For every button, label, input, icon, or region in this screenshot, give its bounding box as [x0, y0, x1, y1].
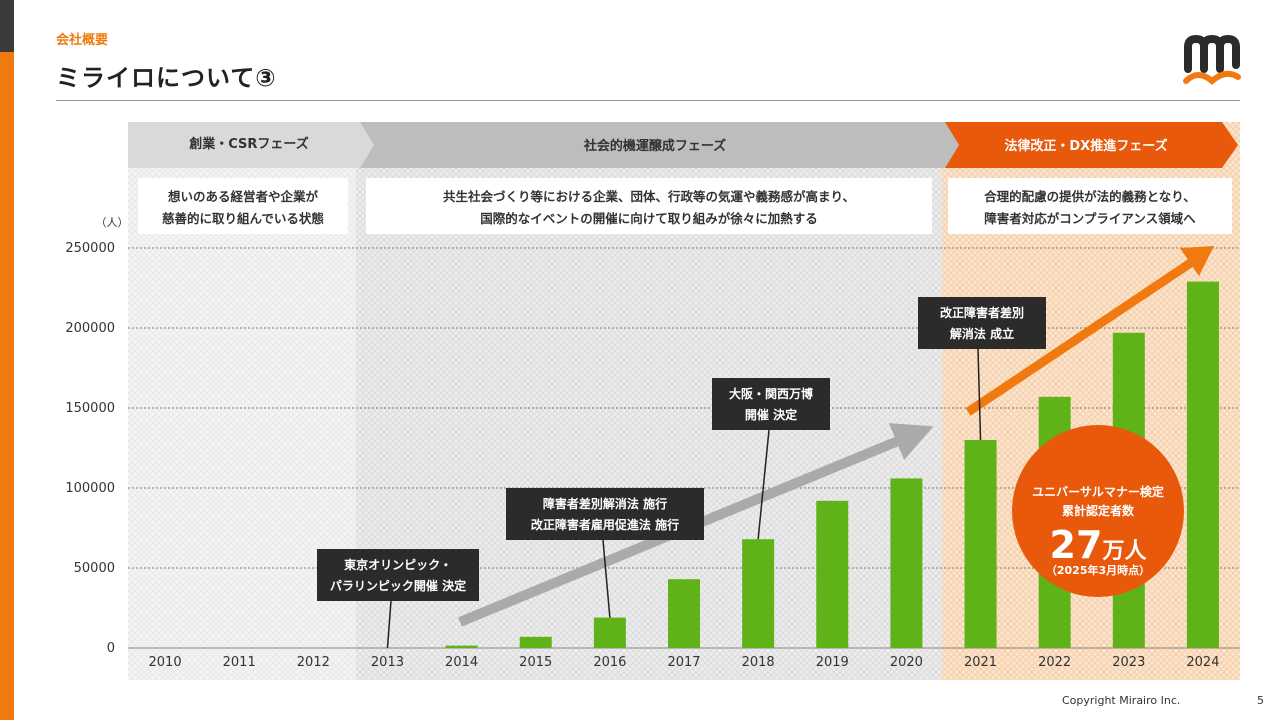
annotation-leader-line	[386, 600, 392, 649]
callout-big-unit: 万人	[1101, 539, 1146, 564]
callout-circle	[1012, 425, 1184, 597]
annotation-leader-line	[977, 348, 982, 441]
x-tick-label: 2013	[371, 655, 404, 670]
y-tick-label: 0	[107, 641, 115, 656]
x-tick-label: 2018	[742, 655, 775, 670]
annotation-text: 開催 決定	[745, 407, 797, 422]
footer-copyright: Copyright Mirairo Inc.	[1062, 694, 1181, 707]
callout-line2: 累計認定者数	[1062, 503, 1135, 518]
x-tick-label: 2024	[1186, 655, 1219, 670]
bar-2016	[593, 617, 626, 648]
bar-2015	[519, 636, 552, 648]
x-tick-label: 2022	[1038, 655, 1071, 670]
annotation-text: 東京オリンピック・	[344, 557, 452, 572]
phase3-header	[945, 122, 1238, 168]
annotation-box	[712, 378, 830, 430]
phase3-description-line1: 合理的配慮の提供が法的義務となり、	[984, 189, 1196, 204]
callout-big-number: 27	[1050, 523, 1103, 567]
x-tick-label: 2020	[890, 655, 923, 670]
y-unit-label: （人）	[96, 216, 129, 229]
page-title: ミライロについて③	[56, 64, 277, 92]
callout-number: 27万人	[1050, 523, 1147, 567]
bar-2020	[890, 478, 923, 648]
phase1-label: 創業・CSRフェーズ	[188, 136, 309, 152]
callout-line1: ユニバーサルマナー検定	[1032, 484, 1164, 499]
bar-2014	[445, 645, 478, 648]
bar-2018	[742, 539, 775, 648]
sidebar-accent-bar	[0, 0, 14, 720]
annotation-text: 改正障害者差別	[940, 305, 1024, 320]
x-tick-label: 2011	[223, 655, 256, 670]
section-label: 会社概要	[56, 33, 109, 48]
annotation-text: パラリンピック開催 決定	[330, 578, 466, 593]
x-tick-label: 2016	[593, 655, 626, 670]
sidebar-dark-block	[0, 0, 14, 52]
annotation-text: 解消法 成立	[950, 326, 1014, 341]
phase2-description-line2: 国際的なイベントの開催に向けて取り組みが徐々に加熱する	[480, 211, 818, 226]
trend-arrow-orange	[965, 258, 1195, 416]
phase2-header	[360, 122, 959, 168]
x-tick-label: 2019	[816, 655, 849, 670]
bar-2021	[964, 440, 997, 648]
x-tick-label: 2023	[1112, 655, 1145, 670]
annotation-text: 改正障害者雇用促進法 施行	[531, 517, 679, 532]
bar-2024	[1186, 281, 1219, 648]
title-divider	[56, 100, 1240, 101]
footer-page-number: 5	[1257, 694, 1264, 707]
y-tick-label: 100000	[65, 481, 115, 496]
phase3-description-box	[948, 178, 1232, 234]
annotation-text: 大阪・関西万博	[729, 386, 813, 401]
bar-2017	[668, 579, 700, 648]
callout-note: （2025年3月時点）	[1046, 563, 1150, 577]
phase1-description-box	[138, 178, 348, 234]
annotation-leader-line	[602, 539, 611, 618]
x-tick-label: 2014	[445, 655, 478, 670]
mirairo-logo	[1183, 34, 1241, 85]
x-tick-label: 2017	[667, 655, 700, 670]
y-tick-label: 50000	[74, 561, 115, 576]
y-tick-label: 200000	[65, 321, 115, 336]
trend-arrow-orange-head	[1180, 246, 1214, 276]
phase2-description-line1: 共生社会づくり等における企業、団体、行政等の気運や義務感が高まり、	[443, 189, 855, 204]
annotation-box	[317, 549, 479, 601]
phase3-description-line2: 障害者対応がコンプライアンス領域へ	[984, 211, 1196, 226]
y-tick-label: 250000	[65, 241, 115, 256]
annotation-leader-line	[757, 429, 770, 540]
phase3-label: 法律改正・DX推進フェーズ	[1004, 138, 1167, 154]
phase2-description-box	[366, 178, 932, 234]
x-tick-label: 2015	[519, 655, 552, 670]
phase2-label: 社会的機運醸成フェーズ	[583, 138, 726, 154]
y-tick-label: 150000	[65, 401, 115, 416]
annotation-box	[506, 488, 704, 540]
phase1-description-line1: 想いのある経営者や企業が	[167, 189, 319, 204]
phase1-header	[128, 122, 374, 168]
phase1-description-line2: 慈善的に取り組んでいる状態	[162, 211, 324, 226]
annotation-text: 障害者差別解消法 施行	[543, 496, 667, 511]
annotation-box	[918, 297, 1046, 349]
x-tick-label: 2012	[297, 655, 330, 670]
x-tick-label: 2021	[964, 655, 997, 670]
x-tick-label: 2010	[149, 655, 182, 670]
bar-2019	[816, 500, 849, 648]
